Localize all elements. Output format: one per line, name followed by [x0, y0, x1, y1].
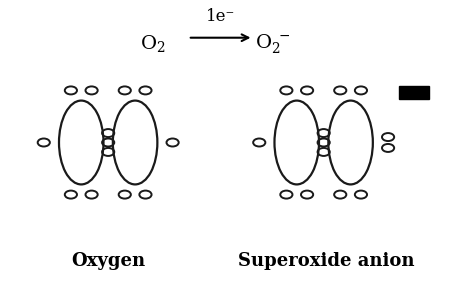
- Text: 1e⁻: 1e⁻: [206, 8, 235, 25]
- Bar: [399, 86, 429, 99]
- Text: $\mathregular{O_2}$: $\mathregular{O_2}$: [140, 33, 165, 54]
- Text: $\mathregular{O_2^{\ -}}$: $\mathregular{O_2^{\ -}}$: [255, 32, 290, 55]
- Text: Oxygen: Oxygen: [71, 252, 145, 270]
- Text: Superoxide anion: Superoxide anion: [238, 252, 414, 270]
